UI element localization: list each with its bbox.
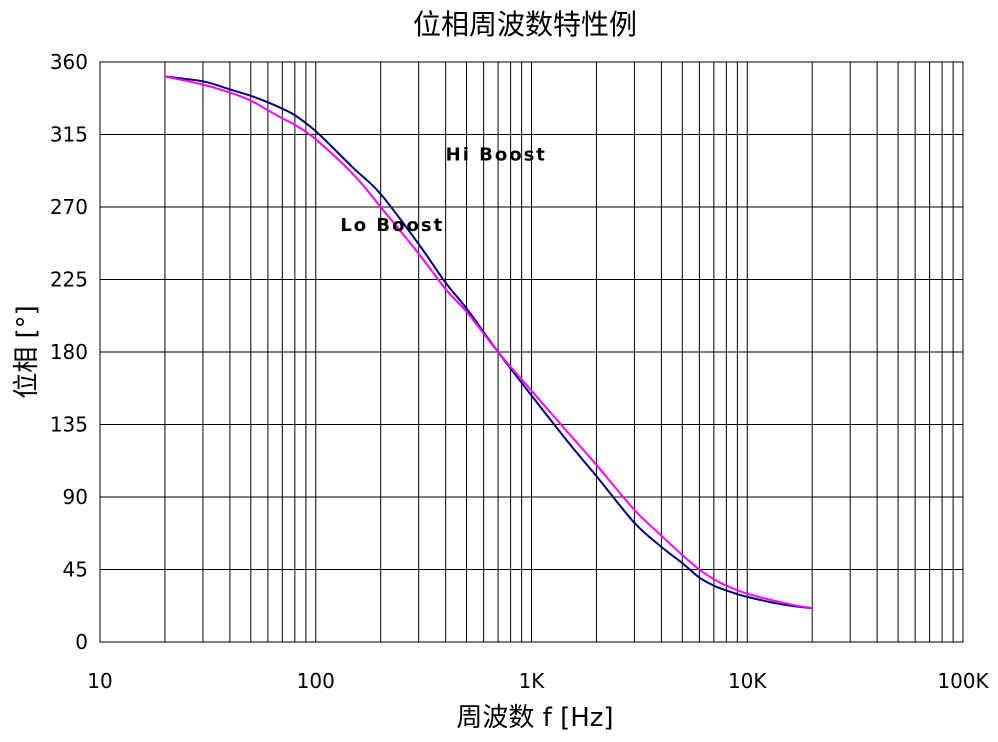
y-tick-label: 360 [50, 50, 88, 74]
grid-layer [99, 61, 964, 643]
y-tick-label: 225 [50, 268, 88, 292]
x-tick-label: 100 [297, 669, 335, 693]
y-tick-label: 135 [50, 413, 88, 437]
y-tick-label: 0 [75, 630, 88, 654]
x-tick-label: 10 [87, 669, 112, 693]
annotation-label: Hi Boost [446, 144, 547, 165]
series-line-hi-boost [164, 75, 813, 610]
annotation-label: Lo Boost [340, 215, 444, 236]
y-tick-label: 315 [50, 123, 88, 147]
x-tick-label: 1K [519, 669, 546, 693]
y-tick-label: 270 [50, 195, 88, 219]
tick-layer: 0 45 90 135 180 225 270 315 360 10 100 1K 10K 100K [50, 50, 990, 693]
y-axis-title: 位相 [°] [12, 305, 42, 399]
x-tick-label: 100K [937, 669, 989, 693]
chart-title: 位相周波数特性例 [413, 8, 637, 41]
series-line-lo-boost [164, 75, 813, 610]
series-layer [164, 75, 813, 610]
x-axis-title: 周波数 f [Hz] [456, 703, 613, 733]
y-tick-label: 45 [63, 558, 88, 582]
y-tick-label: 90 [63, 485, 88, 509]
annotation-layer: Hi Boost Lo Boost [340, 144, 547, 236]
x-tick-label: 10K [728, 669, 767, 693]
y-tick-label: 180 [50, 340, 88, 364]
